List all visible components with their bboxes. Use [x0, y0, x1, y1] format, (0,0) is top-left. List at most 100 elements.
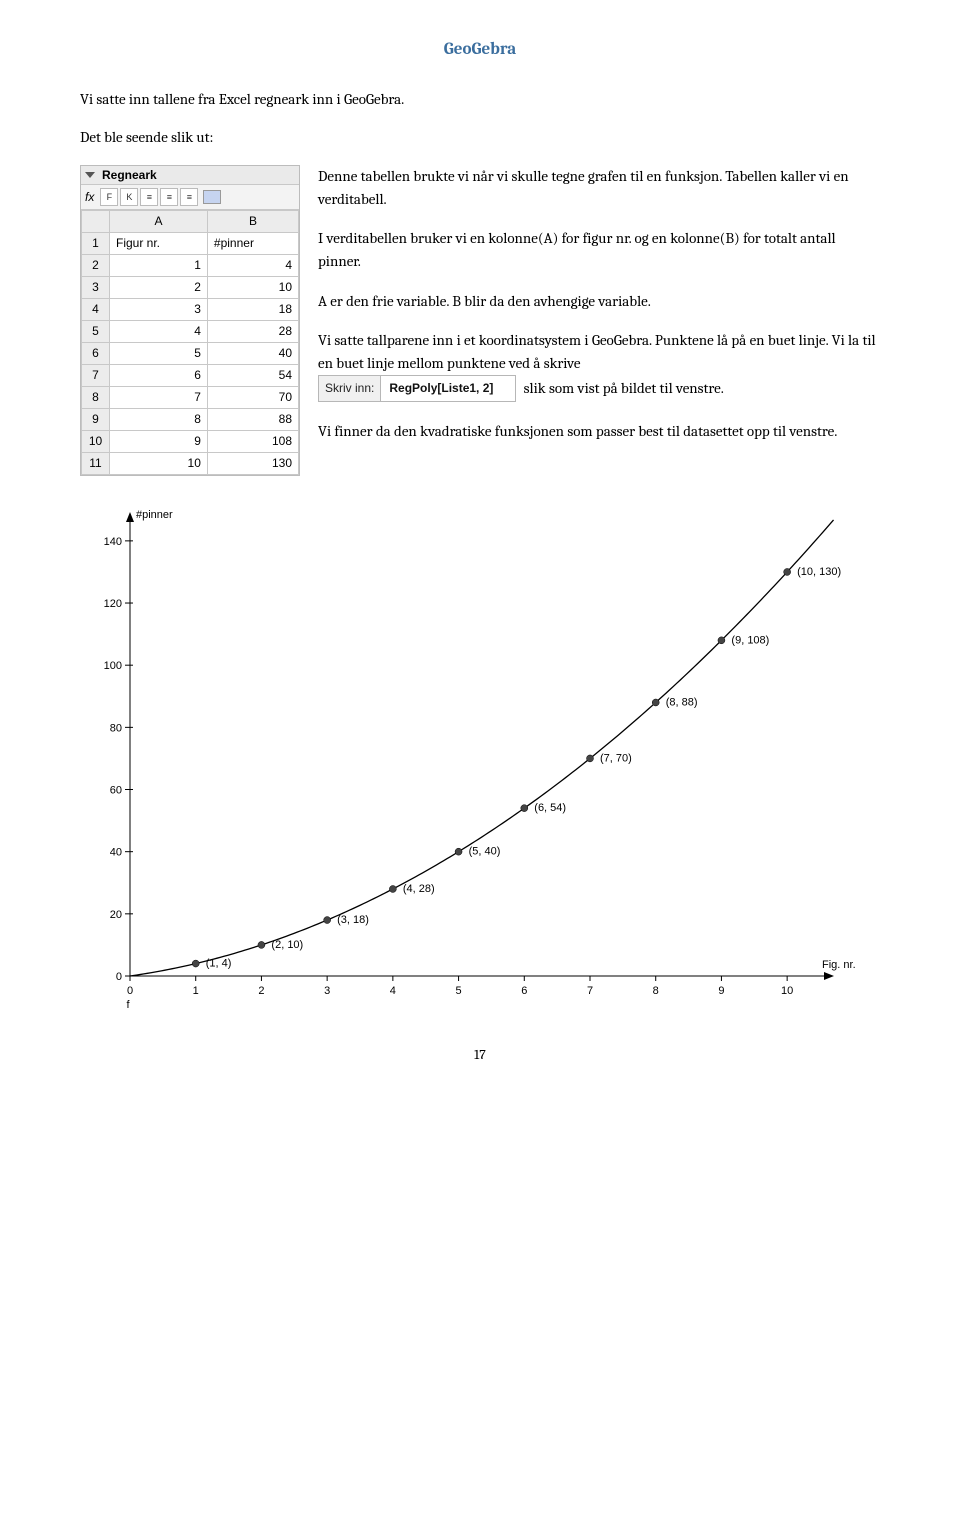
table-row[interactable]: 214 [82, 254, 299, 276]
svg-text:140: 140 [104, 535, 122, 547]
row-header[interactable]: 6 [82, 342, 110, 364]
row-header[interactable]: 8 [82, 386, 110, 408]
cell[interactable]: 7 [110, 386, 208, 408]
fill-color-swatch[interactable] [203, 190, 221, 204]
input-bar-label: Skriv inn: [319, 376, 380, 401]
svg-text:(6, 54): (6, 54) [534, 802, 566, 814]
page-number: 17 [80, 1046, 880, 1063]
svg-text:6: 6 [521, 985, 527, 997]
row-header[interactable]: 9 [82, 408, 110, 430]
svg-text:80: 80 [110, 722, 122, 734]
body-p5: Vi finner da den kvadratiske funksjonen … [318, 420, 880, 443]
table-row[interactable]: 9888 [82, 408, 299, 430]
cell[interactable]: 1 [110, 254, 208, 276]
cell[interactable]: 130 [207, 452, 298, 474]
intro-p1: Vi satte inn tallene fra Excel regneark … [80, 89, 880, 111]
table-row[interactable]: 6540 [82, 342, 299, 364]
body-p2: I verditabellen bruker vi en kolonne(A) … [318, 227, 880, 274]
row-header[interactable]: 5 [82, 320, 110, 342]
svg-text:Fig. nr.: Fig. nr. [822, 959, 856, 971]
cell[interactable]: 10 [207, 276, 298, 298]
col-header-a[interactable]: A [110, 210, 208, 232]
svg-text:(1, 4): (1, 4) [206, 957, 232, 969]
table-row[interactable]: 3210 [82, 276, 299, 298]
cell[interactable]: 4 [110, 320, 208, 342]
row-header[interactable]: 4 [82, 298, 110, 320]
cell[interactable]: 10 [110, 452, 208, 474]
svg-text:1: 1 [193, 985, 199, 997]
svg-text:#pinner: #pinner [136, 509, 173, 521]
svg-text:10: 10 [781, 985, 793, 997]
col-header-b[interactable]: B [207, 210, 298, 232]
table-row[interactable]: 4318 [82, 298, 299, 320]
svg-text:(10, 130): (10, 130) [797, 565, 841, 577]
svg-text:(2, 10): (2, 10) [271, 938, 303, 950]
row-header[interactable]: 11 [82, 452, 110, 474]
cell[interactable]: 5 [110, 342, 208, 364]
svg-text:60: 60 [110, 784, 122, 796]
table-row[interactable]: 8770 [82, 386, 299, 408]
row-header[interactable]: 10 [82, 430, 110, 452]
cell[interactable]: 8 [110, 408, 208, 430]
italic-button[interactable]: K [120, 188, 138, 206]
cell[interactable]: 88 [207, 408, 298, 430]
cell[interactable]: Figur nr. [110, 232, 208, 254]
cell[interactable]: 54 [207, 364, 298, 386]
svg-text:0: 0 [116, 971, 122, 983]
svg-text:9: 9 [718, 985, 724, 997]
svg-text:(7, 70): (7, 70) [600, 752, 632, 764]
cell[interactable]: 70 [207, 386, 298, 408]
chevron-down-icon[interactable] [85, 172, 95, 178]
cell[interactable]: 9 [110, 430, 208, 452]
svg-text:3: 3 [324, 985, 330, 997]
cell[interactable]: 40 [207, 342, 298, 364]
svg-text:4: 4 [390, 985, 396, 997]
cell[interactable]: 3 [110, 298, 208, 320]
align-right-button[interactable]: ≡ [180, 188, 198, 206]
cell[interactable]: 6 [110, 364, 208, 386]
table-row[interactable]: 109108 [82, 430, 299, 452]
body-p4: Vi satte tallparene inn i et koordinatsy… [318, 329, 880, 404]
table-row[interactable]: 1Figur nr.#pinner [82, 232, 299, 254]
align-left-button[interactable]: ≡ [140, 188, 158, 206]
svg-text:(5, 40): (5, 40) [469, 845, 501, 857]
fx-label: fx [85, 190, 94, 204]
svg-text:0: 0 [127, 985, 133, 997]
cell[interactable]: 18 [207, 298, 298, 320]
svg-text:(3, 18): (3, 18) [337, 914, 369, 926]
row-header[interactable]: 3 [82, 276, 110, 298]
body-text: Denne tabellen brukte vi når vi skulle t… [318, 165, 880, 476]
body-p4a: Vi satte tallparene inn i et koordinatsy… [318, 331, 876, 372]
cell[interactable]: 2 [110, 276, 208, 298]
spreadsheet-titlebar[interactable]: Regneark [81, 166, 299, 185]
cell[interactable]: 4 [207, 254, 298, 276]
svg-text:8: 8 [653, 985, 659, 997]
svg-text:2: 2 [258, 985, 264, 997]
spreadsheet-toolbar: fx F K ≡ ≡ ≡ [81, 185, 299, 210]
input-bar-image: Skriv inn: RegPoly[Liste1, 2] [318, 375, 516, 402]
bold-button[interactable]: F [100, 188, 118, 206]
row-header[interactable]: 2 [82, 254, 110, 276]
table-row[interactable]: 7654 [82, 364, 299, 386]
svg-text:(4, 28): (4, 28) [403, 882, 435, 894]
spreadsheet-table[interactable]: A B 1Figur nr.#pinner2143210431854286540… [81, 210, 299, 475]
cell[interactable]: #pinner [207, 232, 298, 254]
svg-text:7: 7 [587, 985, 593, 997]
chart: 012345678910020406080100120140(1, 4)(2, … [80, 496, 880, 1016]
cell[interactable]: 108 [207, 430, 298, 452]
page-header: GeoGebra [80, 40, 880, 59]
corner-cell[interactable] [82, 210, 110, 232]
align-center-button[interactable]: ≡ [160, 188, 178, 206]
row-header[interactable]: 1 [82, 232, 110, 254]
body-p1: Denne tabellen brukte vi når vi skulle t… [318, 165, 880, 212]
body-p4b: slik som vist på bildet til venstre. [524, 379, 724, 397]
input-bar-value: RegPoly[Liste1, 2] [380, 376, 515, 401]
svg-text:f: f [126, 999, 130, 1011]
spreadsheet-panel: Regneark fx F K ≡ ≡ ≡ A B 1Fig [80, 165, 300, 476]
table-row[interactable]: 5428 [82, 320, 299, 342]
svg-text:(9, 108): (9, 108) [731, 634, 769, 646]
cell[interactable]: 28 [207, 320, 298, 342]
row-header[interactable]: 7 [82, 364, 110, 386]
table-row[interactable]: 1110130 [82, 452, 299, 474]
spreadsheet-title: Regneark [102, 168, 157, 182]
